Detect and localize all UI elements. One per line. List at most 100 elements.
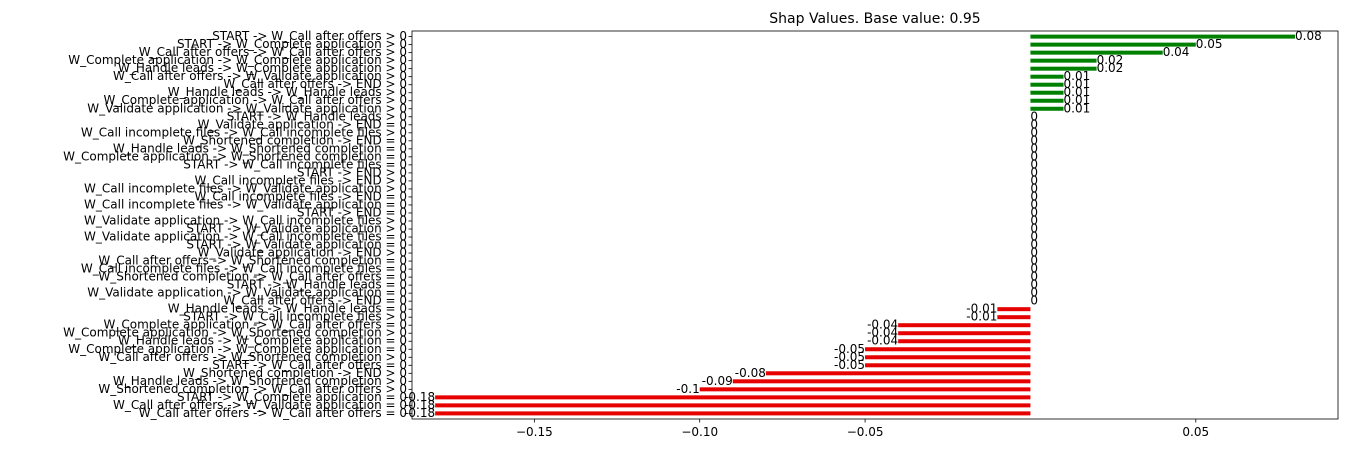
value-label: 0	[1030, 165, 1038, 179]
value-label: 0	[1030, 262, 1038, 276]
bar	[1030, 42, 1196, 47]
y-tick-label: W_Handle leads -> W_Complete application…	[118, 61, 407, 75]
y-tick-label: W_Shortened completion -> W_Call after o…	[98, 270, 407, 284]
x-tick-label: −0.10	[681, 425, 718, 439]
value-label: 0	[1030, 157, 1038, 171]
y-tick-label: W_Validate application -> END = 0	[198, 117, 407, 131]
value-label: 0.04	[1163, 45, 1190, 59]
y-tick-label: W_Call incomplete files -> END > 0	[194, 173, 407, 187]
y-tick-label: START -> W_Call after offers = 0	[212, 358, 407, 372]
value-label: -0.01	[966, 310, 997, 324]
value-label: -0.08	[735, 366, 766, 380]
bar	[732, 379, 1031, 384]
y-tick-label: W_Complete application -> W_Shortened co…	[63, 149, 407, 163]
y-tick-label: W_Call after offers -> END = 0	[223, 294, 407, 308]
value-label: 0	[1030, 254, 1038, 268]
value-label: 0	[1030, 117, 1038, 131]
y-tick-label: W_Call after offers -> W_Validate applic…	[113, 69, 407, 83]
value-label: 0	[1030, 205, 1038, 219]
value-label: 0	[1030, 133, 1038, 147]
value-label: 0.01	[1064, 69, 1091, 83]
bar	[765, 371, 1031, 376]
value-label: 0	[1030, 189, 1038, 203]
value-label: 0	[1030, 270, 1038, 284]
bar	[1030, 106, 1064, 111]
y-tick-label: W_Call after offers -> W_Call after offe…	[139, 45, 407, 59]
value-label: -0.05	[834, 358, 865, 372]
bar	[435, 403, 1031, 408]
y-tick-label: W_Call after offers -> END > 0	[223, 77, 407, 91]
y-tick-label: W_Validate application -> W_Call incompl…	[84, 213, 407, 227]
value-label: -0.18	[404, 406, 435, 420]
bar	[865, 347, 1031, 352]
y-tick-label: START -> W_Call incomplete files = 0	[183, 157, 407, 171]
value-label: 0	[1030, 222, 1038, 236]
value-label: -0.09	[702, 374, 733, 388]
bar	[1030, 98, 1064, 103]
y-tick-label: W_Validate application -> W_Call incompl…	[84, 230, 407, 244]
value-label: -0.04	[867, 334, 898, 348]
value-label: 0.05	[1196, 37, 1223, 51]
y-tick-label: START -> END > 0	[297, 165, 407, 179]
value-label: 0	[1030, 125, 1038, 139]
value-label: -0.05	[834, 342, 865, 356]
y-tick-label: W_Call after offers -> W_Call after offe…	[139, 406, 407, 420]
y-tick-label: W_Call incomplete files -> W_Call incomp…	[81, 262, 407, 276]
y-tick-label: W_Call after offers -> W_Shortened compl…	[98, 254, 407, 268]
value-label: 0.01	[1064, 77, 1091, 91]
x-tick-label: −0.15	[516, 425, 553, 439]
y-tick-label: W_Handle leads -> W_Complete application…	[118, 334, 407, 348]
plot-frame	[411, 30, 1339, 420]
y-tick-label: W_Handle leads -> W_Handle leads = 0	[168, 302, 407, 316]
bar	[1030, 74, 1064, 79]
y-tick-label: START -> W_Validate application > 0	[186, 222, 407, 236]
value-label: -0.01	[966, 302, 997, 316]
y-tick-label: W_Call incomplete files -> W_Validate ap…	[84, 197, 407, 211]
value-label: 0	[1030, 230, 1038, 244]
bar	[1030, 58, 1097, 63]
bars-layer	[435, 34, 1296, 416]
bar	[1030, 82, 1064, 87]
x-tick-label: 0.05	[1182, 425, 1209, 439]
bar	[1030, 34, 1296, 39]
chart-title: Shap Values. Base value: 0.95	[769, 11, 980, 27]
y-tick-label: W_Shortened completion -> END = 0	[183, 133, 407, 147]
bar	[865, 363, 1031, 368]
value-label: 0	[1030, 246, 1038, 260]
value-label: -0.04	[867, 318, 898, 332]
y-tick-label: START -> W_Call after offers > 0	[212, 29, 407, 43]
value-label: 0	[1030, 278, 1038, 292]
value-label: 0.01	[1064, 85, 1091, 99]
y-tick-label: START -> W_Complete application = 0	[177, 390, 407, 404]
y-tick-label: W_Call after offers -> W_Shortened compl…	[98, 350, 407, 364]
y-tick-label: W_Complete application -> W_Complete app…	[68, 53, 407, 67]
y-tick-label: W_Call after offers -> W_Validate applic…	[113, 398, 407, 412]
bar	[898, 323, 1031, 328]
axes: −0.15 −0.10 −0.05 0.05	[408, 30, 1339, 439]
y-tick-label: W_Complete application -> W_Call after o…	[104, 318, 408, 332]
y-tick-label: START -> W_Call incomplete files > 0	[183, 310, 407, 324]
y-tick-label: W_Call incomplete files -> W_Call incomp…	[81, 125, 407, 139]
bar	[898, 339, 1031, 344]
bar	[1030, 66, 1097, 71]
bar	[435, 395, 1031, 400]
bar	[435, 411, 1031, 416]
bar	[865, 355, 1031, 360]
value-label: 0	[1030, 149, 1038, 163]
bar	[1030, 50, 1163, 55]
value-label: 0	[1030, 213, 1038, 227]
value-label: 0	[1030, 181, 1038, 195]
bar	[1030, 90, 1064, 95]
y-tick-label: W_Shortened completion -> W_Call after o…	[98, 382, 407, 396]
y-tick-label: W_Handle leads -> W_Handle leads > 0	[168, 85, 407, 99]
value-label: -0.1	[676, 382, 699, 396]
bar	[898, 331, 1031, 336]
y-tick-label: START -> W_Handle leads = 0	[227, 278, 407, 292]
value-label: 0.02	[1097, 53, 1124, 67]
value-label: 0	[1030, 294, 1038, 308]
value-label: 0.01	[1064, 101, 1091, 115]
value-label: -0.05	[834, 350, 865, 364]
value-label: 0	[1030, 197, 1038, 211]
value-label: 0.01	[1064, 93, 1091, 107]
